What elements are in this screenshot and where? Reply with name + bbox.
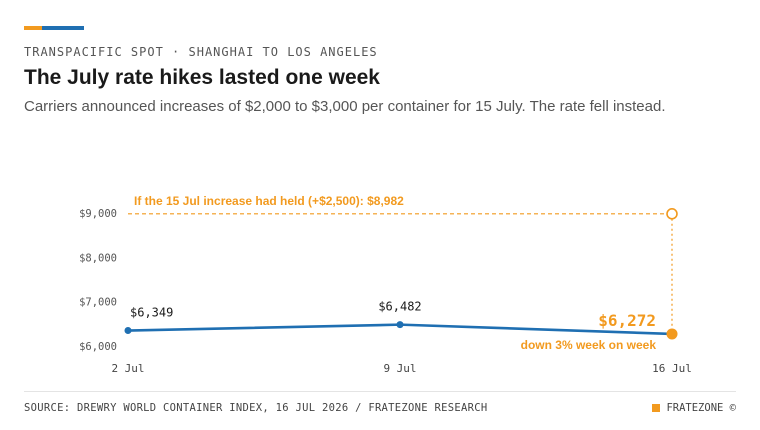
chart-subtitle: Carriers announced increases of $2,000 t… (24, 98, 666, 115)
series-layer: $6,349 $6,482 $6,272 down 3% week on week (124, 300, 678, 352)
x-tick-label: 16 Jul (652, 362, 692, 375)
reference-label: If the 15 Jul increase had held (+$2,500… (134, 194, 404, 208)
latest-point (666, 328, 678, 340)
change-annotation: down 3% week on week (521, 338, 657, 352)
y-tick-label: $6,000 (79, 341, 117, 353)
data-label: $6,349 (130, 306, 173, 320)
brand-label: FRATEZONE © (666, 402, 736, 414)
source-note: SOURCE: DREWRY WORLD CONTAINER INDEX, 16… (24, 402, 488, 414)
data-label: $6,482 (378, 300, 421, 314)
x-tick-label: 2 Jul (111, 362, 144, 375)
latest-data-label: $6,272 (598, 311, 656, 330)
brand-square-icon (652, 404, 661, 412)
data-point (124, 327, 132, 335)
data-point (396, 321, 404, 329)
x-axis: 2 Jul 9 Jul 16 Jul (111, 362, 691, 375)
y-tick-label: $9,000 (79, 208, 117, 220)
reference-layer: If the 15 Jul increase had held (+$2,500… (128, 194, 678, 334)
accent-bar (24, 26, 84, 30)
y-tick-label: $7,000 (79, 297, 117, 309)
y-axis: $6,000 $7,000 $8,000 $9,000 (79, 208, 117, 353)
chart-title: The July rate hikes lasted one week (24, 66, 380, 89)
reference-marker (666, 207, 678, 220)
brand-mark: FRATEZONE © (652, 402, 736, 414)
footer-divider (24, 391, 736, 392)
chart-kicker: TRANSPACIFIC SPOT · SHANGHAI TO LOS ANGE… (24, 45, 378, 59)
line-chart: $6,000 $7,000 $8,000 $9,000 If the 15 Jul i… (79, 194, 692, 375)
x-tick-label: 9 Jul (383, 362, 416, 375)
y-tick-label: $8,000 (79, 252, 117, 264)
